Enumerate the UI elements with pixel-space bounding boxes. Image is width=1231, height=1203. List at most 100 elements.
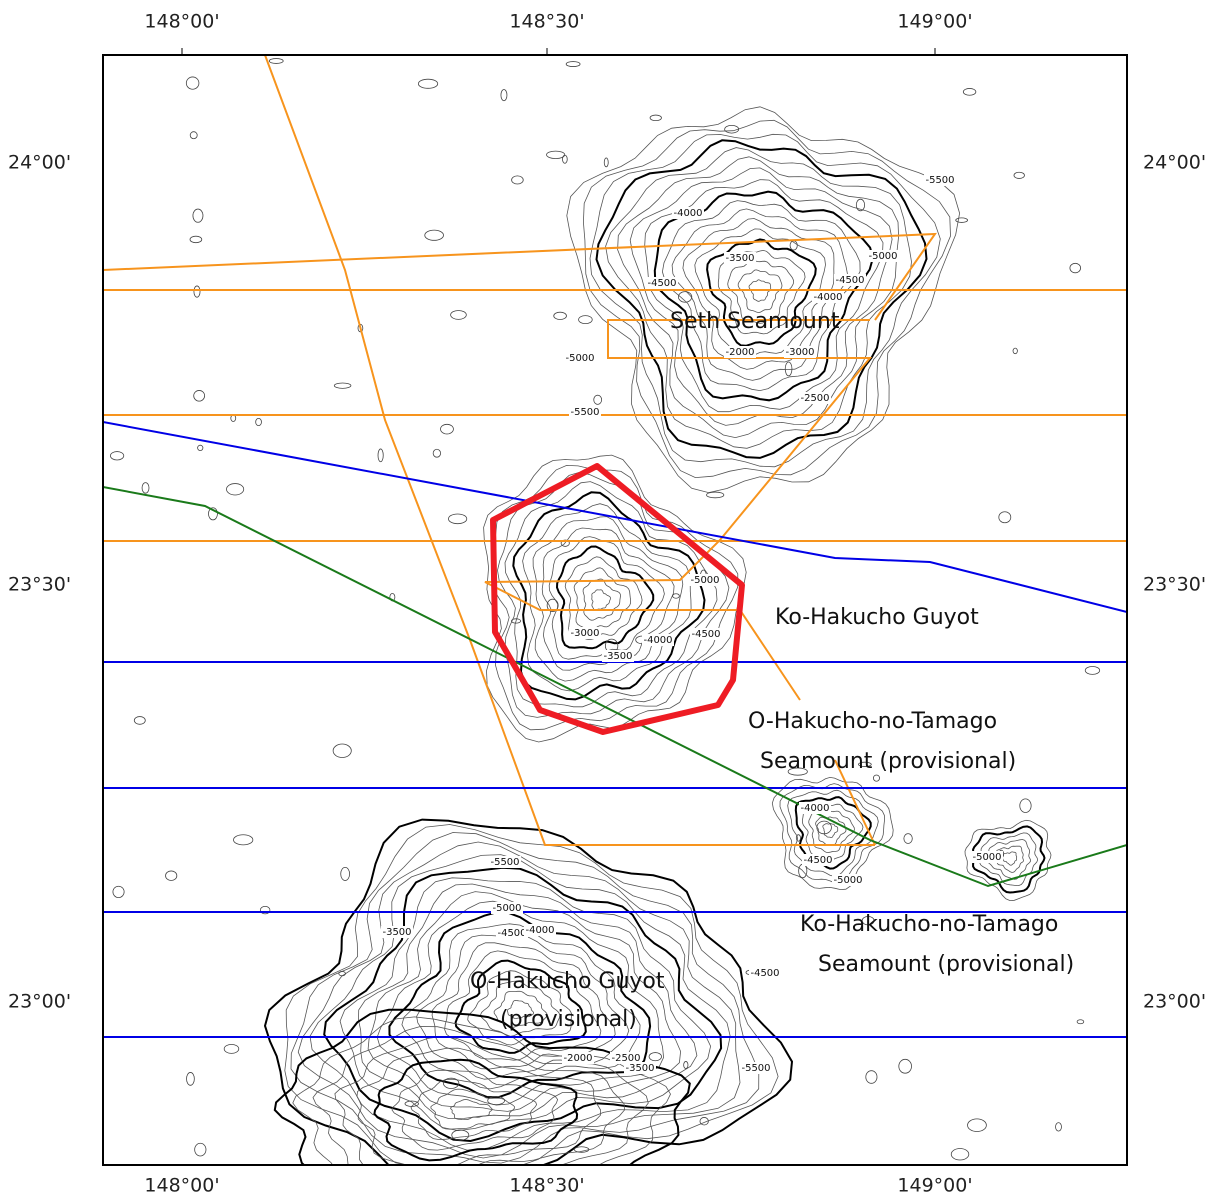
contour: [678, 291, 693, 303]
contour: [511, 618, 522, 624]
contour-label-bg: [689, 574, 721, 586]
contour: [424, 229, 444, 241]
contour-label-bg: [802, 854, 834, 866]
contour: [312, 1026, 649, 1165]
contour-label: -5500: [490, 857, 519, 868]
contour-label: -4000: [673, 208, 702, 219]
feature-label: Seamount (provisional): [760, 749, 1016, 774]
lat-tick-label: 24°00': [8, 152, 71, 174]
contour: [356, 1047, 602, 1165]
contour: [1012, 347, 1018, 355]
contour-label: -5500: [925, 175, 954, 186]
contour-label-bg: [489, 856, 521, 868]
contour: [367, 891, 682, 1112]
contour-label: -4000: [800, 803, 829, 814]
contour: [339, 877, 712, 1132]
orange-track: [834, 759, 876, 846]
feature-label: Ko-Hakucho-no-Tamago: [800, 912, 1058, 937]
contour-label: -2000: [725, 347, 754, 358]
contour: [1019, 798, 1032, 813]
green-track: [103, 486, 1127, 888]
contour: [141, 482, 150, 494]
contour: [964, 819, 1052, 902]
contour: [297, 841, 741, 1159]
contour: [263, 818, 794, 1165]
contour: [564, 556, 643, 641]
contour-label: -3000: [785, 347, 814, 358]
contour-label: -4500: [750, 968, 779, 979]
contour: [373, 1058, 579, 1162]
contour: [706, 491, 725, 499]
contour-label-bg: [740, 1062, 772, 1074]
contour: [962, 88, 977, 96]
contour: [794, 796, 872, 870]
lat-tick-label: 23°00': [1143, 991, 1206, 1013]
contour: [491, 464, 739, 731]
contour: [432, 448, 441, 458]
contour-label: -4000: [525, 925, 554, 936]
contour: [511, 175, 524, 185]
contour-label: -4500: [497, 928, 526, 939]
contour: [185, 76, 200, 90]
feature-label: (provisional): [500, 1007, 637, 1032]
contour: [454, 959, 587, 1054]
contour: [259, 905, 271, 915]
contour: [950, 1148, 970, 1161]
lat-tick-label: 23°30': [1143, 574, 1206, 596]
contour-label: -5000: [833, 875, 862, 886]
contour-label-bg: [610, 1052, 642, 1064]
contour: [290, 832, 760, 1164]
contour: [593, 394, 603, 405]
contour-label-bg: [799, 392, 831, 404]
contour: [649, 114, 662, 122]
contour: [522, 503, 692, 692]
contour-label-bg: [569, 627, 601, 639]
contour-label-bg: [602, 650, 634, 662]
feature-label: O-Hakucho-no-Tamago: [748, 709, 997, 734]
contour-label: -4500: [647, 278, 676, 289]
contour: [480, 980, 561, 1037]
contour: [333, 382, 352, 389]
labels: 148°00' 148°00' 148°30' 148°30' 149°00' 149°0…: [8, 11, 1206, 1197]
contour-label: -4500: [691, 629, 720, 640]
contour: [546, 150, 566, 159]
orange-track: [484, 319, 873, 701]
contour: [898, 1058, 912, 1074]
contour: [795, 834, 801, 842]
contour: [193, 390, 206, 402]
contour: [493, 990, 548, 1028]
contour: [417, 78, 439, 89]
lon-tick-label: 148°30': [509, 1175, 584, 1197]
contour-label-bg: [672, 207, 704, 219]
feature-label: Seamount (provisional): [818, 952, 1074, 977]
contour-label: -5000: [972, 852, 1001, 863]
contour-label: -4000: [813, 292, 842, 303]
contour: [112, 885, 125, 899]
contour: [998, 511, 1012, 524]
contour: [1084, 666, 1101, 675]
contour: [822, 822, 839, 839]
contour-label-bg: [381, 926, 413, 938]
contour: [233, 834, 254, 846]
orange-track: [103, 232, 937, 321]
contour: [1055, 1122, 1062, 1132]
lon-tick-label: 149°00': [897, 1175, 972, 1197]
contour-label: -3500: [725, 253, 754, 264]
contour: [578, 315, 593, 325]
contour: [573, 1146, 590, 1153]
contour-label: -4500: [803, 855, 832, 866]
contour: [699, 1117, 709, 1126]
contour: [440, 423, 454, 435]
contour: [1013, 171, 1025, 179]
contour-label-bg: [562, 1052, 594, 1064]
contour: [255, 417, 262, 427]
contour-label: -5000: [690, 575, 719, 586]
contour: [815, 816, 847, 846]
contour: [603, 157, 609, 168]
contour-label: -5000: [492, 903, 521, 914]
contour: [967, 1118, 987, 1132]
contour: [573, 567, 631, 631]
contour: [431, 942, 616, 1070]
contour-label-bg: [491, 902, 523, 914]
